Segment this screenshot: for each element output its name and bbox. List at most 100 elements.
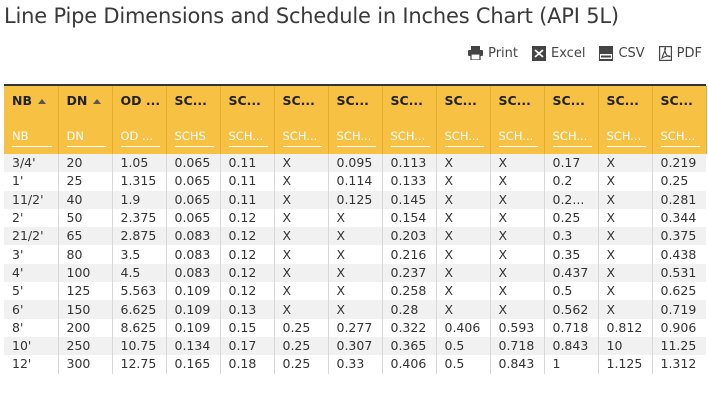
table-cell: 1': [4, 172, 59, 191]
table-cell: X: [436, 282, 491, 301]
table-row: 11/2' 40 1.9 0.065 0.11 X 0.125 0.145 X X 0.2... X 0…: [4, 190, 706, 209]
pdf-button[interactable]: PDF: [658, 46, 702, 61]
table-cell: 1.315: [112, 172, 167, 191]
column-header[interactable]: SC...: [436, 86, 491, 115]
sort-asc-icon[interactable]: [38, 99, 46, 104]
table-cell: 3/4': [4, 154, 59, 173]
table-cell: 1.312: [652, 355, 706, 374]
table-cell: 0.438: [652, 245, 706, 264]
column-filter-cell: NB: [4, 115, 59, 154]
table-cell: X: [598, 245, 653, 264]
column-header[interactable]: OD ...: [112, 86, 167, 115]
column-header[interactable]: SC...: [274, 86, 329, 115]
table-cell: 0.344: [652, 208, 706, 228]
table-cell: 0.25: [274, 336, 329, 356]
column-header[interactable]: SC...: [652, 86, 707, 115]
column-filter-input[interactable]: DN: [66, 129, 106, 147]
table-cell: 0.11: [220, 172, 275, 191]
table-row: 1' 25 1.315 0.065 0.11 X 0.114 0.133 X X 0.2 X 0.25: [4, 172, 706, 191]
csv-icon: [599, 45, 614, 61]
table-cell: 11/2': [4, 190, 59, 209]
column-filter-input[interactable]: SCH...: [552, 129, 592, 147]
table-cell: X: [436, 208, 491, 228]
column-header-label: SC...: [498, 93, 531, 108]
table-cell: 0.109: [166, 300, 221, 319]
column-filter-input[interactable]: SCHS: [174, 129, 214, 147]
table-cell: 0.12: [220, 263, 275, 283]
table-cell: 0.165: [166, 355, 221, 374]
table-cell: 300: [58, 355, 113, 374]
print-button[interactable]: Print: [468, 46, 518, 61]
table-cell: 0.365: [382, 336, 437, 356]
table-cell: 0.065: [166, 208, 221, 228]
table-cell: 0.531: [652, 263, 706, 283]
table-cell: 0.2: [544, 172, 599, 191]
column-filter-cell: SCH...: [382, 115, 437, 154]
column-filter-input[interactable]: SCH...: [444, 129, 484, 147]
column-filter-input[interactable]: OD ...: [120, 129, 160, 147]
table-cell: 0.12: [220, 227, 275, 246]
table-cell: 0.12: [220, 208, 275, 228]
sort-asc-icon[interactable]: [93, 99, 102, 104]
table-cell: 0.375: [652, 227, 706, 246]
table-cell: X: [598, 172, 653, 191]
column-filter-input[interactable]: SCH...: [606, 129, 646, 147]
table-cell: 0.109: [166, 318, 221, 337]
column-header[interactable]: SC...: [166, 86, 221, 115]
column-header[interactable]: SC...: [544, 86, 599, 115]
table-cell: 5': [4, 282, 59, 301]
table-cell: 0.719: [652, 300, 706, 319]
column-header-label: SC...: [336, 93, 369, 108]
table-cell: 0.125: [328, 190, 383, 209]
table-cell: X: [490, 245, 545, 264]
table-cell: 0.258: [382, 282, 437, 301]
table-row: 6' 150 6.625 0.109 0.13 X X 0.28 X X 0.562 X 0.719: [4, 300, 706, 319]
column-header[interactable]: SC...: [490, 86, 545, 115]
table-cell: 0.133: [382, 172, 437, 191]
column-header[interactable]: NB: [4, 86, 59, 115]
column-filter-input[interactable]: SCH...: [282, 129, 322, 147]
table-cell: X: [274, 172, 329, 191]
table-cell: 100: [58, 263, 113, 283]
table-row: 5' 125 5.563 0.109 0.12 X X 0.258 X X 0.5 X 0.625: [4, 282, 706, 301]
excel-icon: [532, 45, 546, 61]
table-cell: 0.33: [328, 355, 383, 374]
table-cell: X: [274, 300, 329, 319]
column-header[interactable]: SC...: [328, 86, 383, 115]
table-cell: X: [436, 263, 491, 283]
column-header[interactable]: SC...: [382, 86, 437, 115]
table-cell: 65: [58, 227, 113, 246]
table-cell: X: [328, 263, 383, 283]
csv-label: CSV: [618, 45, 645, 61]
table-cell: 10': [4, 336, 59, 356]
table-row: 2' 50 2.375 0.065 0.12 X X 0.154 X X 0.25 X 0.344: [4, 208, 706, 228]
table-cell: 2': [4, 208, 59, 228]
table-cell: X: [598, 263, 653, 283]
column-header[interactable]: SC...: [598, 86, 653, 115]
table-cell: X: [274, 190, 329, 209]
table-cell: 0.154: [382, 208, 437, 228]
column-filter-input[interactable]: SCH...: [390, 129, 430, 147]
csv-button[interactable]: CSV: [599, 45, 645, 61]
table-cell: 0.593: [490, 318, 545, 337]
table-cell: 6.625: [112, 300, 167, 319]
table-body: 3/4' 20 1.05 0.065 0.11 X 0.095 0.113 X X 0.17 X 0.2…: [4, 154, 706, 374]
table-cell: X: [598, 208, 653, 228]
column-filter-input[interactable]: NB: [12, 129, 52, 147]
table-cell: 10: [598, 336, 653, 356]
column-header[interactable]: DN: [58, 86, 113, 115]
column-header[interactable]: SC...: [220, 86, 275, 115]
table-cell: 0.11: [220, 190, 275, 209]
column-filter-input[interactable]: SCH...: [498, 129, 538, 147]
table-cell: 0.843: [490, 355, 545, 374]
column-filter-input[interactable]: SCH...: [336, 129, 376, 147]
excel-button[interactable]: Excel: [532, 45, 585, 61]
table-row: 12' 300 12.75 0.165 0.18 0.25 0.33 0.406 0.5 0.84…: [4, 355, 706, 374]
print-label: Print: [488, 45, 518, 61]
table-row: 21/2' 65 2.875 0.083 0.12 X X 0.203 X X 0.3 X 0.375: [4, 227, 706, 246]
column-header-label: DN: [66, 93, 88, 108]
column-filter-input[interactable]: SCH...: [228, 129, 268, 147]
column-filter-input[interactable]: SCH...: [660, 129, 700, 147]
table-cell: X: [490, 190, 545, 209]
column-filter-cell: SCH...: [274, 115, 329, 154]
